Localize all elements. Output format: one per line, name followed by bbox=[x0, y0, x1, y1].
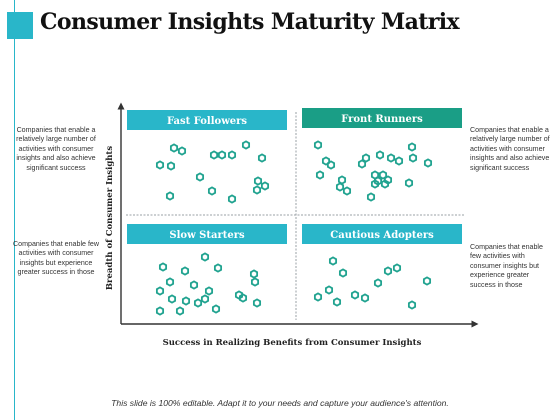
hexagon-marker-icon bbox=[204, 286, 214, 296]
hexagon-marker-icon bbox=[252, 298, 262, 308]
hexagon-marker-icon bbox=[167, 294, 177, 304]
hexagon-marker-icon bbox=[366, 192, 376, 202]
hexagon-marker-icon bbox=[407, 142, 417, 152]
hexagon-marker-icon bbox=[200, 294, 210, 304]
hexagon-marker-icon bbox=[361, 153, 371, 163]
hexagon-marker-icon bbox=[328, 256, 338, 266]
hexagon-marker-icon bbox=[332, 297, 342, 307]
hexagon-marker-icon bbox=[313, 292, 323, 302]
hexagon-marker-icon bbox=[253, 176, 263, 186]
hexagon-marker-icon bbox=[375, 150, 385, 160]
hexagon-marker-icon bbox=[335, 182, 345, 192]
hexagon-marker-icon bbox=[227, 194, 237, 204]
hexagon-marker-icon bbox=[342, 186, 352, 196]
hexagon-marker-icon bbox=[189, 280, 199, 290]
hexagon-marker-icon bbox=[250, 277, 260, 287]
hexagon-marker-icon bbox=[195, 172, 205, 182]
title-accent-block bbox=[7, 12, 33, 39]
note-cautious-adopters: Companies that enable few activities wit… bbox=[470, 243, 543, 289]
hexagon-marker-icon bbox=[227, 150, 237, 160]
footer-note: This slide is 100% editable. Adapt it to… bbox=[111, 398, 449, 408]
hexagon-marker-icon bbox=[404, 178, 414, 188]
slow-starters-label: Slow Starters bbox=[169, 230, 245, 241]
hexagon-marker-icon bbox=[165, 277, 175, 287]
hexagon-marker-icon bbox=[373, 278, 383, 288]
hexagon-marker-icon bbox=[315, 170, 325, 180]
hexagon-marker-icon bbox=[338, 268, 348, 278]
cautious-adopters-label: Cautious Adopters bbox=[330, 230, 434, 241]
hexagon-marker-icon bbox=[324, 285, 334, 295]
page-title: Consumer Insights Maturity Matrix bbox=[40, 9, 460, 35]
fast-followers-label: Fast Followers bbox=[167, 116, 247, 127]
hexagon-marker-icon bbox=[238, 293, 248, 303]
front-runners-header bbox=[302, 108, 462, 128]
hexagon-marker-icon bbox=[165, 191, 175, 201]
hexagon-marker-icon bbox=[257, 153, 267, 163]
hexagon-marker-icon bbox=[241, 140, 251, 150]
hexagon-marker-icon bbox=[155, 306, 165, 316]
hexagon-marker-icon bbox=[313, 140, 323, 150]
marker-layer bbox=[155, 140, 433, 316]
hexagon-marker-icon bbox=[209, 150, 219, 160]
hexagon-marker-icon bbox=[350, 290, 360, 300]
x-axis-label: Success in Realizing Benefits from Consu… bbox=[162, 338, 422, 348]
hexagon-marker-icon bbox=[169, 143, 179, 153]
hexagon-marker-icon bbox=[380, 179, 390, 189]
hexagon-marker-icon bbox=[193, 298, 203, 308]
hexagon-marker-icon bbox=[407, 300, 417, 310]
hexagon-marker-icon bbox=[166, 161, 176, 171]
hexagon-marker-icon bbox=[175, 306, 185, 316]
hexagon-marker-icon bbox=[408, 153, 418, 163]
hexagon-marker-icon bbox=[252, 185, 262, 195]
hexagon-marker-icon bbox=[155, 286, 165, 296]
hexagon-marker-icon bbox=[181, 296, 191, 306]
hexagon-marker-icon bbox=[422, 276, 432, 286]
front-runners-label: Front Runners bbox=[341, 114, 423, 125]
fast-followers-header bbox=[127, 110, 287, 130]
hexagon-marker-icon bbox=[200, 252, 210, 262]
slow-starters-header bbox=[127, 224, 287, 244]
hexagon-marker-icon bbox=[213, 263, 223, 273]
note-slow-starters: Companies that enable few activities wit… bbox=[13, 240, 99, 277]
hexagon-marker-icon bbox=[211, 304, 221, 314]
hexagon-marker-icon bbox=[260, 181, 270, 191]
note-front-runners: Companies that enable a relatively large… bbox=[470, 126, 550, 172]
hexagon-marker-icon bbox=[370, 179, 380, 189]
cautious-adopters-header bbox=[302, 224, 462, 244]
hexagon-marker-icon bbox=[217, 150, 227, 160]
hexagon-marker-icon bbox=[423, 158, 433, 168]
left-accent-rule bbox=[14, 0, 15, 420]
hexagon-marker-icon bbox=[326, 160, 336, 170]
hexagon-marker-icon bbox=[180, 266, 190, 276]
hexagon-marker-icon bbox=[357, 159, 367, 169]
hexagon-marker-icon bbox=[207, 186, 217, 196]
hexagon-marker-icon bbox=[155, 160, 165, 170]
hexagon-marker-icon bbox=[360, 293, 370, 303]
hexagon-marker-icon bbox=[378, 170, 388, 180]
hexagon-marker-icon bbox=[249, 269, 259, 279]
hexagon-marker-icon bbox=[321, 156, 331, 166]
hexagon-marker-icon bbox=[177, 146, 187, 156]
note-fast-followers: Companies that enable a relatively large… bbox=[16, 126, 96, 172]
hexagon-marker-icon bbox=[383, 266, 393, 276]
hexagon-marker-icon bbox=[394, 156, 404, 166]
hexagon-marker-icon bbox=[158, 262, 168, 272]
hexagon-marker-icon bbox=[392, 263, 402, 273]
hexagon-marker-icon bbox=[386, 153, 396, 163]
